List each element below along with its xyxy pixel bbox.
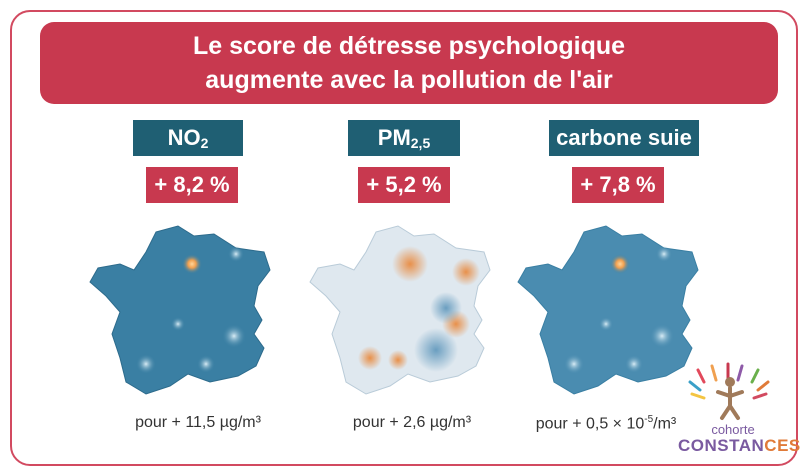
headline-line-1: Le score de détresse psychologique	[192, 32, 626, 60]
pollutant-name: NO	[167, 125, 201, 150]
increase-badge-black-carbon: + 7,8 %	[572, 167, 664, 203]
logo-text-cohorte: cohorte	[711, 422, 755, 437]
unit-note-exponent: -5	[644, 414, 654, 425]
unit-note-no2: pour + 11,5 µg/m³	[135, 414, 261, 431]
pollutant-subscript: 2,5	[410, 135, 431, 151]
constances-logo: cohorte CONSTANCES	[678, 360, 800, 460]
unit-note-suffix: /m³	[653, 415, 677, 433]
pollutant-name: PM	[377, 125, 411, 150]
unit-note-prefix: pour + 0,5 × 10	[535, 415, 645, 433]
pollutant-label-black-carbon: carbone suie	[549, 120, 699, 156]
pollutant-label-no2: NO 2	[133, 120, 243, 156]
unit-note-black-carbon: pour + 0,5 × 10-5/m³	[516, 414, 696, 433]
pollutant-label-pm25: PM 2,5	[348, 120, 460, 156]
headline-banner: Le score de détresse psychologique augme…	[40, 22, 778, 104]
increase-badge-no2: + 8,2 %	[146, 167, 238, 203]
map-france-no2	[89, 225, 271, 395]
logo-text-constances: CONSTANCES	[678, 436, 800, 456]
logo-text-part-b: CES	[764, 436, 801, 455]
headline-line-2: augmente avec la pollution de l'air	[205, 66, 613, 94]
increase-badge-pm25: + 5,2 %	[358, 167, 450, 203]
unit-note-pm25: pour + 2,6 µg/m³	[352, 414, 472, 431]
pollutant-subscript: 2	[200, 135, 209, 151]
map-france-pm25	[309, 225, 491, 395]
logo-text-part-a: CONSTAN	[678, 436, 765, 455]
logo-figures-icon	[688, 362, 770, 420]
map-france-black-carbon	[517, 225, 699, 395]
pollutant-name: carbone suie	[556, 125, 692, 150]
